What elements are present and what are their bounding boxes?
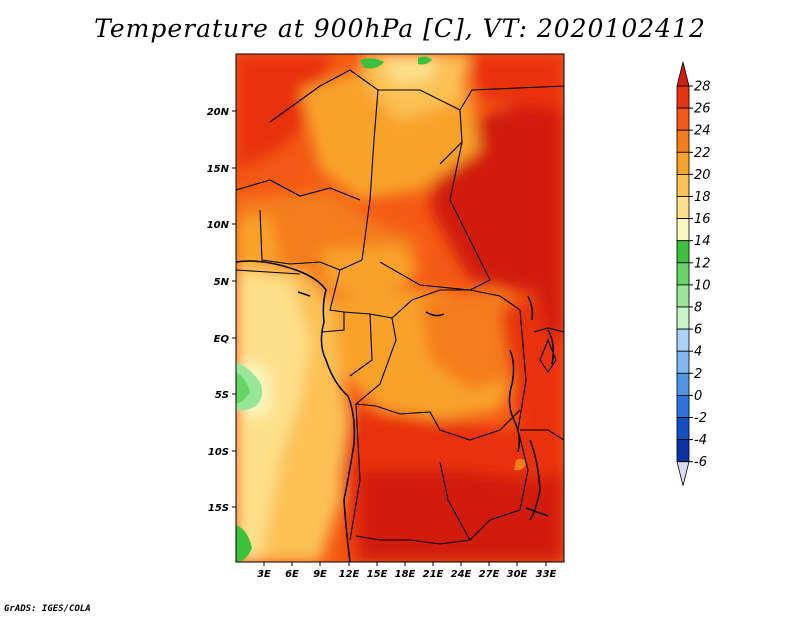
colorbar-label: 0 xyxy=(694,389,702,404)
colorbar-label: 24 xyxy=(694,124,711,139)
colorbar-label: 4 xyxy=(694,345,702,360)
lat-tick-label: EQ xyxy=(214,334,230,345)
colorbar-swatch xyxy=(676,439,690,463)
lon-tick-label: 33E xyxy=(536,569,557,580)
latitude-axis: 20N 15N 10N 5N EQ 5S 10S 15S xyxy=(207,107,236,514)
colorbar-min-arrow xyxy=(676,461,690,486)
lon-tick-label: 3E xyxy=(257,569,271,580)
colorbar-label: 2 xyxy=(694,367,702,382)
grads-credit: GrADS: IGES/COLA xyxy=(4,604,91,614)
lon-tick-label: 21E xyxy=(423,569,444,580)
colorbar-label: 26 xyxy=(694,102,711,117)
lat-tick-label: 5S xyxy=(215,390,229,401)
colorbar-swatch xyxy=(676,129,690,153)
colorbar-swatch xyxy=(676,372,690,396)
lon-tick-label: 9E xyxy=(313,569,327,580)
colorbar-label: 28 xyxy=(694,80,711,95)
colorbar-swatch xyxy=(676,173,690,197)
lon-tick-label: 6E xyxy=(285,569,299,580)
colorbar-swatch xyxy=(676,107,690,131)
colorbar-label: 10 xyxy=(694,278,711,293)
colorbar-label: -6 xyxy=(694,455,707,470)
colorbar-label: 22 xyxy=(694,146,711,161)
colorbar-swatch xyxy=(676,196,690,220)
colorbar-swatch xyxy=(676,394,690,418)
temperature-field xyxy=(236,54,564,562)
lat-tick-label: 10N xyxy=(207,220,230,231)
longitude-axis: 3E 6E 9E 12E 15E 18E 21E 24E 27E 30E 33E xyxy=(257,562,557,580)
lon-tick-label: 15E xyxy=(367,569,388,580)
coastlines xyxy=(236,260,555,562)
colorbar-max-arrow xyxy=(676,61,690,87)
colorbar-label: -2 xyxy=(694,411,707,426)
colorbar-label: 8 xyxy=(694,301,702,316)
colorbar-swatch xyxy=(676,85,690,109)
map-title: Temperature at 900hPa [C], VT: 202010241… xyxy=(94,14,706,43)
lon-tick-label: 30E xyxy=(507,569,528,580)
lat-tick-label: 10S xyxy=(208,447,229,458)
colorbar-label: -4 xyxy=(694,433,707,448)
lon-tick-label: 12E xyxy=(339,569,360,580)
colorbar-swatch xyxy=(676,417,690,441)
colorbar-label: 6 xyxy=(694,323,702,338)
lon-tick-label: 24E xyxy=(451,569,472,580)
map-frame xyxy=(235,53,565,563)
colorbar-label: 20 xyxy=(694,168,711,183)
colorbar-swatch xyxy=(676,151,690,175)
colorbar-swatch xyxy=(676,218,690,242)
lat-tick-label: 15N xyxy=(207,164,230,175)
colorbar-label: 16 xyxy=(694,212,711,227)
colorbar-swatch xyxy=(676,240,690,264)
lon-tick-label: 27E xyxy=(479,569,500,580)
colorbar-swatch xyxy=(676,306,690,330)
colorbar-swatch xyxy=(676,350,690,374)
lat-tick-label: 15S xyxy=(208,503,229,514)
lat-tick-label: 20N xyxy=(207,107,230,118)
colorbar-swatch xyxy=(676,328,690,352)
colorbar-swatch xyxy=(676,262,690,286)
country-borders xyxy=(236,69,564,545)
colorbar-label: 14 xyxy=(694,234,711,249)
lon-tick-label: 18E xyxy=(395,569,416,580)
colorbar-label: 12 xyxy=(694,256,711,271)
colorbar-label: 18 xyxy=(694,190,711,205)
lat-tick-label: 5N xyxy=(214,277,230,288)
colorbar-swatch xyxy=(676,284,690,308)
